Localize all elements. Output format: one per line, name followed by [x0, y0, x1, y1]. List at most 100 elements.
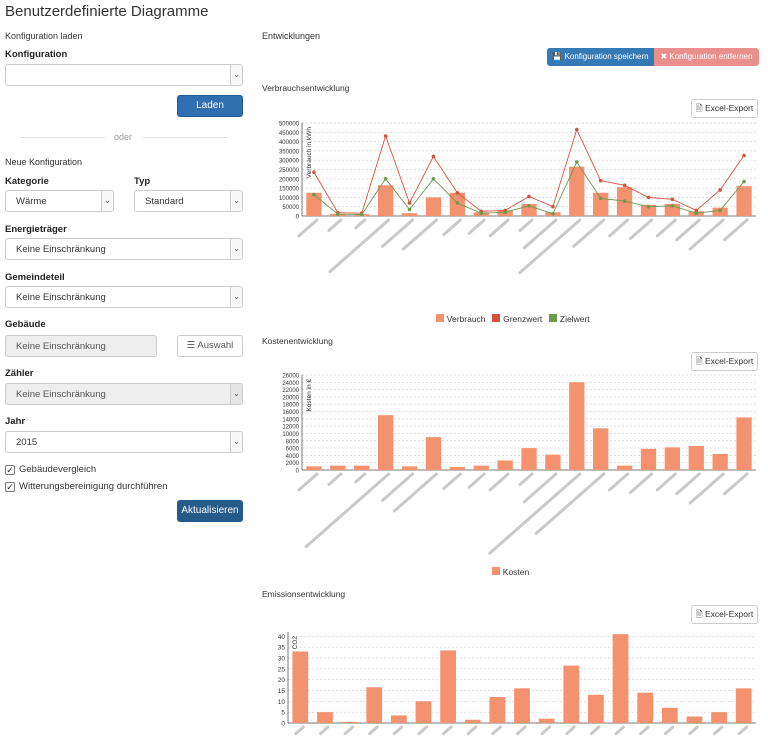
legend-grenzwert: Grenzwert — [503, 314, 543, 324]
x-tick-label-blurred — [368, 725, 379, 736]
bar-emissionen-1 — [317, 712, 333, 723]
point-grenzwert-16 — [694, 208, 699, 213]
bar-kosten-13 — [616, 465, 633, 470]
point-grenzwert-6 — [455, 190, 460, 195]
energy-select[interactable]: Keine Einschränkung ⌄ — [5, 238, 243, 260]
update-button[interactable]: Aktualisieren — [177, 500, 243, 522]
building-field-value: Keine Einschränkung — [16, 341, 106, 352]
excel-export-button-2[interactable]: 🗎 Excel-Export — [691, 352, 758, 371]
x-tick-label-blurred — [327, 218, 343, 233]
point-zielwert-0 — [312, 192, 316, 197]
chart-title-kosten: Kostenentwicklung — [262, 336, 333, 346]
excel-export-label: Excel-Export — [705, 609, 754, 619]
y-tick-label: 300000 — [279, 159, 300, 165]
bar-emissionen-12 — [588, 694, 604, 723]
y-tick-label: 10 — [278, 699, 286, 706]
point-zielwert-5 — [431, 177, 436, 181]
point-zielwert-7 — [479, 211, 484, 216]
bar-emissionen-15 — [661, 707, 678, 723]
legend-verbrauch: Verbrauch — [446, 314, 486, 324]
chevron-down-icon: ⌄ — [230, 239, 242, 259]
bar-emissionen-13 — [612, 634, 629, 723]
weather-checkbox[interactable]: ✓ — [5, 482, 15, 492]
x-tick-label-blurred — [688, 725, 699, 736]
x-tick-label-blurred — [354, 472, 367, 484]
y-tick-label: 150000 — [279, 187, 300, 193]
config-label: Konfiguration — [5, 49, 68, 60]
year-select[interactable]: 2015 ⌄ — [5, 431, 243, 453]
legend-swatch-grenzwert — [492, 314, 501, 322]
bar-emissionen-7 — [464, 719, 481, 723]
x-tick-label-blurred — [655, 218, 677, 238]
developments-title: Entwicklungen — [262, 31, 321, 41]
legend-swatch-zielwert — [549, 314, 558, 322]
bar-emissionen-14 — [637, 692, 654, 723]
config-select[interactable]: ⌄ — [5, 64, 243, 86]
meter-select: Keine Einschränkung ⌄ — [5, 383, 243, 405]
x-tick-label-blurred — [688, 218, 725, 251]
point-grenzwert-4 — [407, 201, 412, 205]
bar-emissionen-3 — [366, 687, 383, 723]
remove-config-button[interactable]: ✖ Konfiguration entfernen — [654, 48, 759, 66]
point-grenzwert-3 — [383, 134, 388, 138]
x-tick-label-blurred — [518, 218, 534, 233]
y-tick-label: 100000 — [279, 196, 300, 202]
y-tick-label: 8000 — [286, 439, 300, 445]
building-compare-checkbox[interactable]: ✓ — [5, 465, 15, 475]
x-tick-label-blurred — [417, 725, 428, 736]
point-zielwert-18 — [742, 179, 746, 184]
chevron-down-icon: ⌄ — [230, 432, 242, 452]
point-zielwert-14 — [646, 204, 651, 209]
bar-kosten-3 — [377, 415, 394, 470]
bar-emissionen-18 — [735, 688, 752, 723]
legend-swatch-verbrauch — [436, 314, 444, 322]
point-zielwert-3 — [383, 177, 388, 181]
divider-right — [143, 137, 228, 138]
x-tick-label-blurred — [442, 218, 462, 237]
excel-export-button-1[interactable]: 🗎 Excel-Export — [691, 99, 758, 118]
chevron-down-icon: ⌄ — [230, 65, 242, 85]
x-tick-label-blurred — [467, 472, 486, 489]
x-tick-label-blurred — [688, 472, 725, 505]
x-tick-label-blurred — [589, 725, 601, 736]
load-button[interactable]: Laden — [177, 95, 243, 117]
x-tick-label-blurred — [381, 218, 415, 248]
legend-swatch-kosten — [492, 567, 500, 575]
x-tick-label-blurred — [675, 218, 701, 242]
category-select-value: Wärme — [16, 196, 47, 207]
excel-export-button-3[interactable]: 🗎 Excel-Export — [691, 605, 758, 624]
bar-verbrauch-4 — [401, 213, 418, 216]
save-config-button[interactable]: 💾 Konfiguration speichern — [547, 48, 654, 66]
x-tick-label-blurred — [675, 472, 701, 496]
x-tick-label-blurred — [723, 472, 749, 496]
x-tick-label-blurred — [318, 725, 330, 736]
energy-select-value: Keine Einschränkung — [16, 244, 106, 255]
x-tick-label-blurred — [655, 472, 677, 492]
point-zielwert-8 — [503, 210, 507, 215]
y-tick-label: 350000 — [279, 149, 300, 155]
point-zielwert-1 — [336, 212, 340, 216]
x-tick-label-blurred — [491, 725, 502, 736]
bar-verbrauch-0 — [306, 192, 322, 216]
close-icon: ✖ — [660, 52, 668, 61]
category-select[interactable]: Wärme ⌄ — [5, 190, 114, 212]
x-tick-label-blurred — [297, 472, 319, 492]
point-zielwert-17 — [718, 208, 722, 213]
type-select[interactable]: Standard ⌄ — [134, 190, 243, 212]
district-select[interactable]: Keine Einschränkung ⌄ — [5, 286, 243, 308]
y-tick-label: 26000 — [282, 374, 299, 380]
x-tick-label-blurred — [488, 472, 582, 555]
building-label: Gebäude — [5, 319, 46, 330]
new-config-title: Neue Konfiguration — [5, 157, 83, 167]
year-label: Jahr — [5, 416, 26, 427]
y-tick-label: 40 — [278, 634, 286, 641]
building-select-button[interactable]: ☰ Auswahl — [177, 335, 243, 357]
y-tick-label: 18000 — [282, 403, 299, 409]
x-tick-label-blurred — [328, 218, 391, 273]
category-label: Kategorie — [5, 176, 49, 187]
y-tick-label: 14000 — [282, 417, 299, 423]
x-tick-label-blurred — [327, 472, 343, 487]
y-tick-label: 50000 — [282, 205, 299, 211]
file-icon: 🗎 — [695, 356, 703, 366]
